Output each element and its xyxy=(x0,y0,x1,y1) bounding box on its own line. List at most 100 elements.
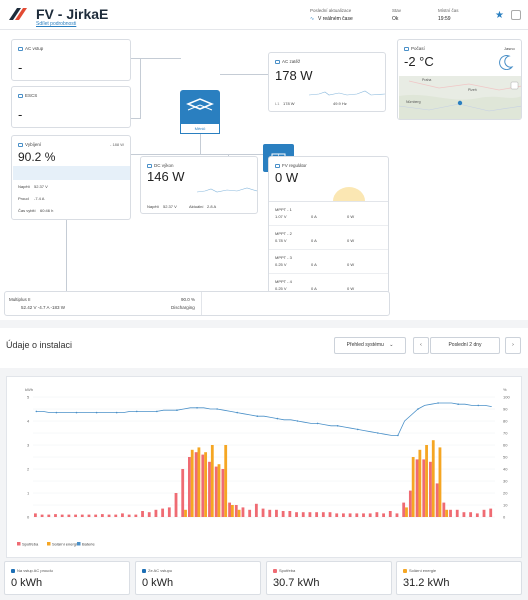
multiplus-card[interactable]: Multiplus II 52.42 V -4.7 A -183 W 90.0 … xyxy=(4,291,390,316)
y-left-tick: 1 xyxy=(27,491,30,496)
stat-value: 0 kWh xyxy=(11,577,43,589)
y-right-tick: 0 xyxy=(503,515,506,520)
consumption-bar xyxy=(248,509,252,517)
consumption-bar xyxy=(121,513,124,517)
dc-voltage-label: Napětí xyxy=(147,204,159,209)
battery-point xyxy=(276,417,279,420)
dc-power-card[interactable]: DC výkon 146 W Napětí 52.37 V Aktuální 2… xyxy=(140,156,258,214)
connector xyxy=(220,74,268,75)
y-right-tick: 80 xyxy=(503,419,508,424)
mppt-current: 0 A xyxy=(311,214,317,219)
battery-current-label: Proud xyxy=(18,196,29,201)
consumption-bar xyxy=(40,514,44,517)
dc-power-sparkline xyxy=(197,187,257,193)
legend-swatch xyxy=(77,542,81,546)
consumption-bar xyxy=(127,514,131,517)
consumption-bar xyxy=(475,513,479,517)
solar-bar xyxy=(204,452,208,517)
battery-point xyxy=(115,411,118,414)
pv-regulator-card[interactable]: FV regulátor 0 W MPPT - 1 1.07 V 0 A 0 W MPP… xyxy=(268,156,389,314)
battery-point xyxy=(256,415,259,417)
y-right-tick: 30 xyxy=(503,479,508,484)
consumption-bar xyxy=(100,514,104,517)
battery-point xyxy=(437,402,439,404)
multiplus-values: 52.42 V -4.7 A -183 W xyxy=(21,305,66,310)
divider xyxy=(269,273,388,274)
consumption-bar xyxy=(161,508,165,517)
consumption-bar xyxy=(134,514,138,517)
battery-point xyxy=(336,425,339,427)
weather-map[interactable] xyxy=(399,76,522,120)
consumption-bar xyxy=(342,513,345,517)
consumption-bar xyxy=(462,512,466,517)
weather-title: Počasí xyxy=(404,46,425,51)
pv-icon xyxy=(275,163,280,168)
local-time-label: Místní čas xyxy=(438,8,459,13)
consumption-bar xyxy=(67,514,71,517)
battery-value: 90.2 % xyxy=(18,150,56,164)
y-right-tick: 10 xyxy=(503,503,508,508)
map-label-praha: Praha xyxy=(422,78,432,82)
consumption-bar xyxy=(234,505,238,517)
consumption-bar xyxy=(489,508,493,517)
ac-input-title: AC vstup xyxy=(18,46,43,51)
consumption-bar xyxy=(435,483,439,517)
consumption-bar xyxy=(388,511,392,517)
consumption-bar xyxy=(275,509,278,517)
open-external-icon[interactable] xyxy=(511,10,521,20)
solar-bar xyxy=(405,507,408,517)
battery-point xyxy=(236,411,239,414)
consumption-bar xyxy=(281,511,285,517)
range-display[interactable]: Poslední 2 dny xyxy=(430,337,500,354)
mppt-current: 0 A xyxy=(311,286,317,291)
weather-card[interactable]: Počasí Jasno -2 °C Praha Nürnberg Plzeň xyxy=(397,39,522,120)
consumption-bar xyxy=(308,512,312,517)
consumption-bar xyxy=(288,511,292,517)
mppt-voltage: 1.07 V xyxy=(275,214,287,219)
dc-icon xyxy=(147,163,152,168)
legend-label: Spotřeba xyxy=(22,541,39,546)
moon-icon xyxy=(499,55,514,70)
solar-bar xyxy=(418,449,422,517)
plug-icon xyxy=(18,46,23,51)
consumption-bar xyxy=(429,461,432,517)
consumption-bar xyxy=(449,509,452,517)
battery-card[interactable]: Vybíjení - 188 W 90.2 % Napětí 52.37 V P… xyxy=(11,135,131,220)
last-update-value: V reálném čase xyxy=(318,16,353,22)
battery-time-value: 60:46 h xyxy=(40,208,54,213)
legend-label: Solární energie xyxy=(52,541,80,546)
battery-point xyxy=(35,410,38,413)
consumption-bar xyxy=(74,514,77,517)
connector xyxy=(131,118,141,119)
ac-loads-card[interactable]: AC zatěž 178 W L1 178 W 49.9 Hz xyxy=(268,52,386,112)
prev-range-button[interactable]: ‹ xyxy=(413,337,429,354)
consumption-bar xyxy=(254,503,258,517)
stat-value: 30.7 kWh xyxy=(273,577,320,589)
battery-point xyxy=(75,411,78,414)
install-section-header: Údaje o instalaci Přehled systému ⌄ ‹ Po… xyxy=(0,328,528,368)
ac-input-card[interactable]: AC vstup - xyxy=(11,39,131,81)
consumption-bar xyxy=(154,509,158,517)
consumption-bar xyxy=(194,452,198,517)
star-icon[interactable]: ★ xyxy=(495,10,504,21)
consumption-bar xyxy=(87,514,91,517)
solar-bar xyxy=(190,449,194,517)
next-range-button[interactable]: › xyxy=(505,337,521,354)
ess-card[interactable]: ESCS - xyxy=(11,86,131,128)
ac-loads-sub-icon: L1 xyxy=(275,101,280,106)
solar-bar xyxy=(184,509,187,517)
overview-select[interactable]: Přehled systému ⌄ xyxy=(334,337,406,354)
mppt-power: 0 W xyxy=(347,262,355,267)
ac-loads-frequency: 49.9 Hz xyxy=(333,101,347,106)
dc-current-label: Aktuální xyxy=(189,204,204,209)
y-left-tick: 4 xyxy=(27,419,30,424)
consumption-bar xyxy=(188,457,191,517)
consumption-bar xyxy=(54,514,57,517)
share-details-link[interactable]: Sdílet podrobnosti xyxy=(36,21,77,27)
consumption-bar xyxy=(469,512,473,517)
top-bar: FV - JirkaE Sdílet podrobnosti Poslední … xyxy=(0,0,528,30)
y-left-tick: 5 xyxy=(27,395,30,400)
pv-value: 0 W xyxy=(275,170,299,185)
battery-icon xyxy=(18,142,23,147)
y-right-tick: 70 xyxy=(503,431,508,436)
